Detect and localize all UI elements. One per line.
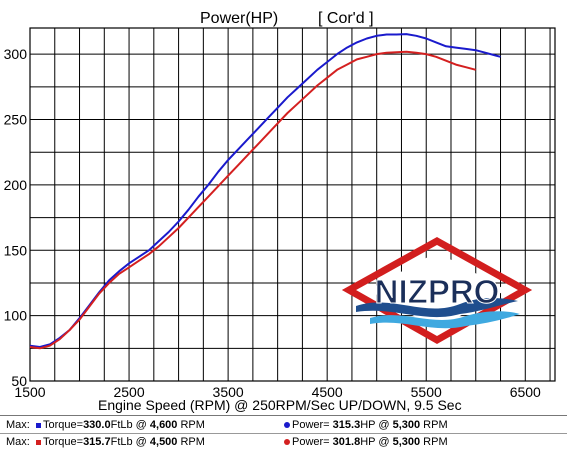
max-label: Max: xyxy=(6,419,30,431)
torque-cell: Torque=315.7FtLb @ 4,500 RPM xyxy=(36,435,205,450)
y-tick-label: 200 xyxy=(4,177,28,193)
max-label: Max: xyxy=(6,436,30,448)
max-row-blue: Max: Torque=330.0FtLb @ 4,600 RPM Power=… xyxy=(0,418,567,434)
chart-title-note: [ Cor'd ] xyxy=(318,10,374,27)
x-tick-label: 3500 xyxy=(213,384,244,400)
x-tick-label: 2500 xyxy=(113,384,144,400)
grid-lines xyxy=(29,28,555,382)
series-line-0 xyxy=(29,33,501,348)
logo-wave-light xyxy=(370,311,520,329)
x-tick-label: 6500 xyxy=(510,384,541,400)
x-tick-label: 1500 xyxy=(14,384,45,400)
series-square-marker xyxy=(36,422,41,428)
power-cell: Power= 301.8HP @ 5,300 RPM xyxy=(284,435,448,450)
series-square-marker xyxy=(36,439,41,445)
logo-diamond-inner xyxy=(368,252,506,329)
max-row-red: Max: Torque=315.7FtLb @ 4,500 RPM Power=… xyxy=(0,435,567,450)
chart-title: Power(HP) xyxy=(200,10,278,27)
x-tick-label: 5500 xyxy=(411,384,442,400)
series-dot-marker xyxy=(284,439,290,446)
power-cell: Power= 315.3HP @ 5,300 RPM xyxy=(284,418,448,433)
x-axis-label: Engine Speed (RPM) @ 250RPM/Sec UP/DOWN,… xyxy=(98,397,462,413)
max-summary-table: Max: Torque=330.0FtLb @ 4,600 RPM Power=… xyxy=(0,415,567,457)
series-layer xyxy=(29,33,501,350)
power-chart: 1500 2500 3500 4500 5500 6500 50 100 150 200 250 30… xyxy=(4,10,556,413)
series-dot-marker xyxy=(284,422,290,429)
nizpro-logo: NIZPRO xyxy=(341,236,533,345)
tick-labels: 1500 2500 3500 4500 5500 6500 50 100 150 200 250 30… xyxy=(4,46,541,400)
x-tick-label: 4500 xyxy=(312,384,343,400)
logo-text: NIZPRO xyxy=(375,273,500,310)
y-tick-label: 300 xyxy=(4,46,28,62)
y-tick-label: 150 xyxy=(4,242,28,258)
y-tick-label: 50 xyxy=(11,373,27,389)
torque-cell: Torque=330.0FtLb @ 4,600 RPM xyxy=(36,418,205,433)
logo-wave-dark xyxy=(356,297,518,318)
logo-diamond-outer xyxy=(341,236,533,345)
series-line-1 xyxy=(29,50,477,350)
y-tick-label: 100 xyxy=(4,308,28,324)
y-tick-label: 250 xyxy=(4,112,28,128)
plot-frame xyxy=(29,27,556,382)
